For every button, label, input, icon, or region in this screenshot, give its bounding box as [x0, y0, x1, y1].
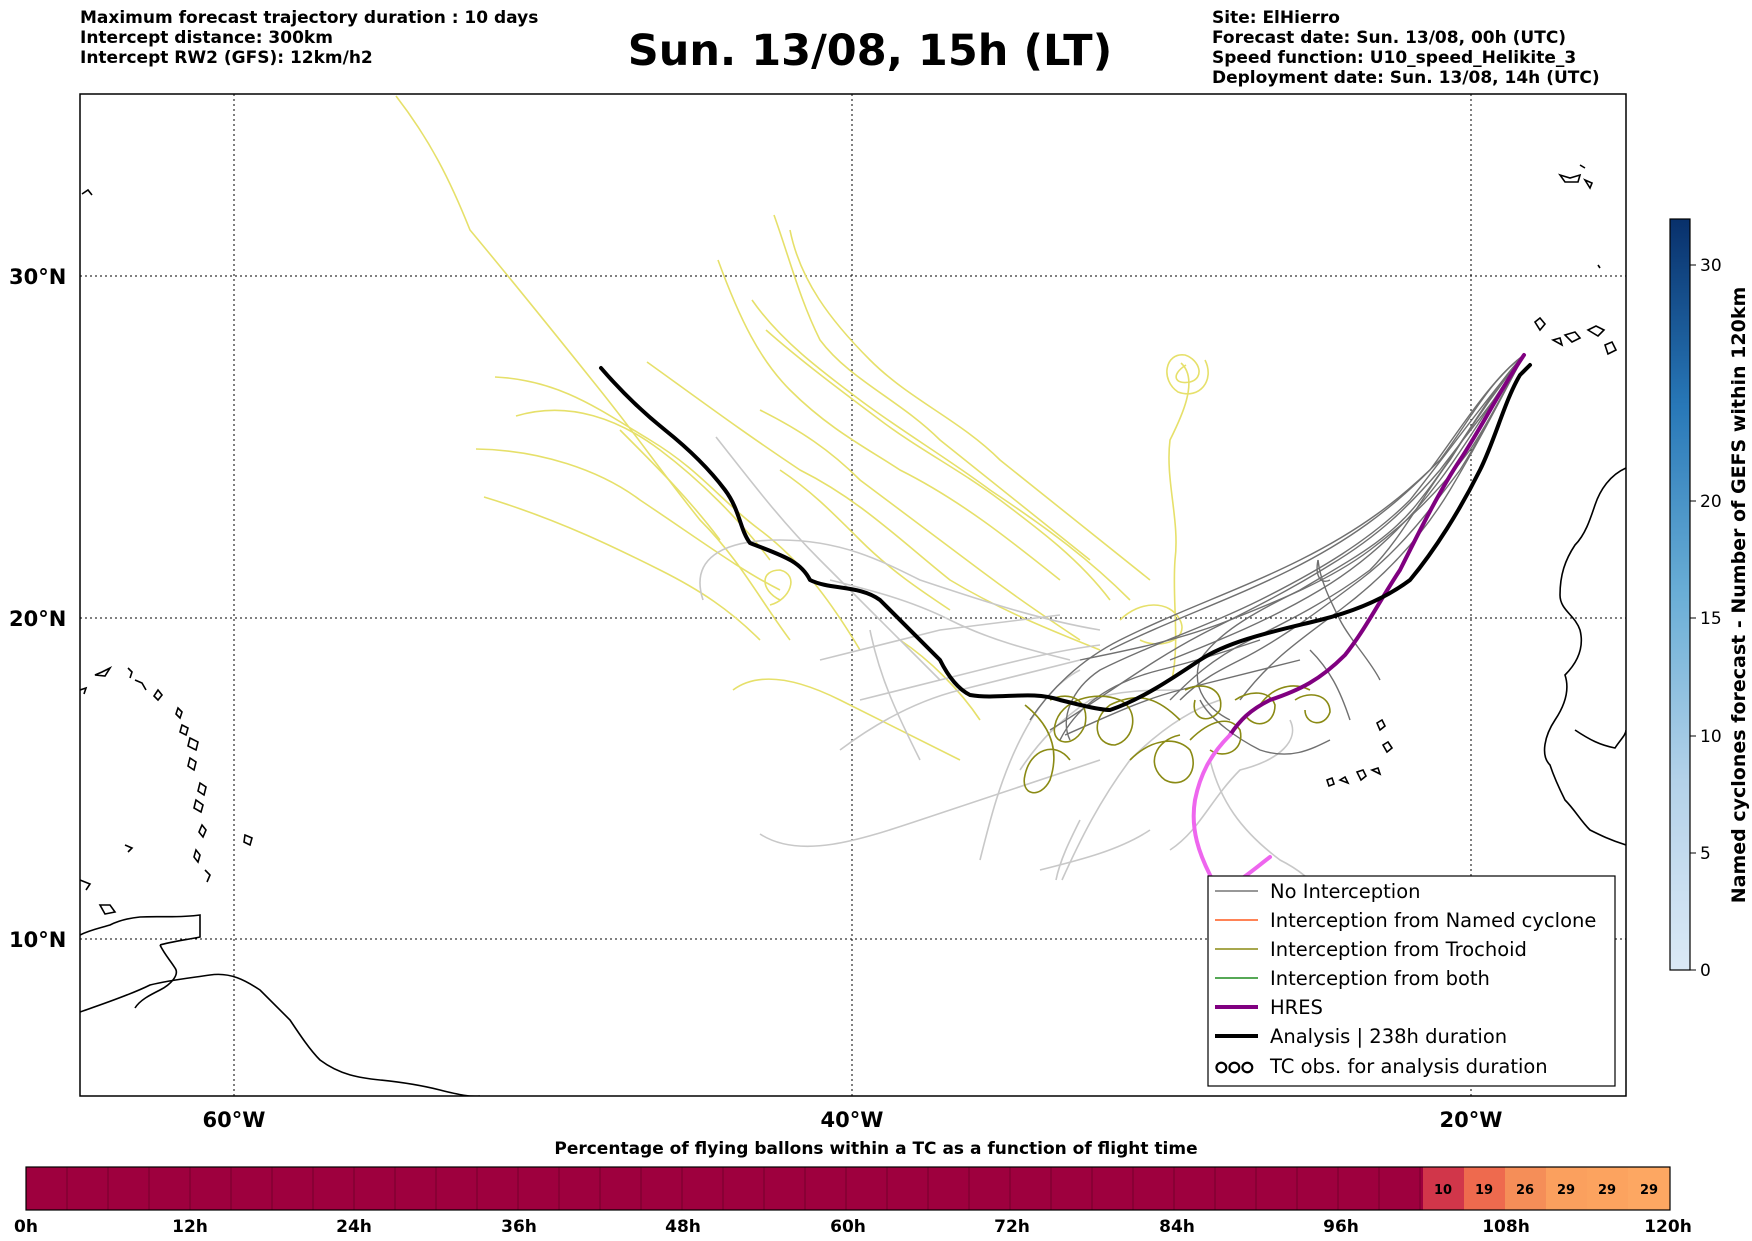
pct-tick-24h: 24h: [336, 1217, 372, 1237]
legend-label-trochoid: Interception from Trochoid: [1270, 938, 1527, 961]
pct-tick-36h: 36h: [501, 1217, 537, 1237]
pct-value-3: 26: [1516, 1183, 1534, 1198]
lat-label-30n: 30°N: [9, 265, 66, 289]
percentage-bar-caption: Percentage of flying ballons within a TC…: [554, 1139, 1198, 1159]
forecast-info: Site: ElHierro Forecast date: Sun. 13/08…: [1212, 8, 1600, 88]
page-title: Sun. 13/08, 15h (LT): [627, 26, 1113, 76]
analysis-track: [599, 363, 1532, 712]
intercept-rw2-text: Intercept RW2 (GFS): 12km/h2: [80, 48, 373, 68]
colorbar-tick-15: 15: [1700, 609, 1722, 629]
lat-label-20n: 20°N: [9, 607, 66, 631]
pct-tick-120h: 120h: [1644, 1217, 1692, 1237]
lon-label-20w: 20°W: [1440, 1108, 1503, 1132]
pct-tick-60h: 60h: [830, 1217, 866, 1237]
land-outlines: [80, 164, 1626, 1096]
pct-cell-1: [1423, 1167, 1464, 1210]
pct-cell-3: [1505, 1167, 1546, 1210]
lon-label-60w: 60°W: [203, 1108, 266, 1132]
pct-tick-84h: 84h: [1159, 1217, 1195, 1237]
trochoid-trajectories: [1023, 685, 1331, 794]
lon-label-40w: 40°W: [821, 1108, 884, 1132]
colorbar-tick-10: 10: [1700, 727, 1722, 747]
tc-percentage-bar: 10 19 26 29 29 29 0h 12h 24h 36h 48h 60h…: [14, 1166, 1692, 1237]
pct-value-6: 29: [1640, 1183, 1658, 1198]
intercept-distance-text: Intercept distance: 300km: [80, 28, 333, 48]
light-gray-trajectories: [699, 436, 1321, 891]
pct-tick-0h: 0h: [14, 1217, 38, 1237]
max-duration-text: Maximum forecast trajectory duration : 1…: [80, 8, 539, 28]
pct-tick-48h: 48h: [665, 1217, 701, 1237]
pct-value-2: 19: [1475, 1183, 1493, 1198]
pct-value-1: 10: [1434, 1183, 1452, 1198]
dark-gray-trajectories: [1029, 354, 1525, 755]
legend-label-analysis: Analysis | 238h duration: [1270, 1025, 1507, 1048]
colorbar-tick-30: 30: [1700, 256, 1722, 276]
map-border: [79, 93, 1627, 1097]
cyclone-colorbar: 0 5 10 15 20 30 Named cyclones forecast …: [1669, 218, 1750, 981]
lat-label-10n: 10°N: [9, 928, 66, 952]
colorbar-tick-5: 5: [1700, 844, 1711, 864]
pct-tick-96h: 96h: [1323, 1217, 1359, 1237]
legend-label-tc-obs: TC obs. for analysis duration: [1269, 1055, 1548, 1078]
legend-label-hres: HRES: [1270, 996, 1323, 1019]
pct-tick-108h: 108h: [1482, 1217, 1530, 1237]
legend-swatch-tc-obs: ഠഠഠ: [1214, 1055, 1254, 1078]
legend-label-both: Interception from both: [1270, 967, 1490, 990]
site-text: Site: ElHierro: [1212, 8, 1340, 28]
legend: No Interception Interception from Named …: [1207, 875, 1616, 1087]
legend-label-no-interception: No Interception: [1270, 880, 1421, 903]
pct-tick-72h: 72h: [994, 1217, 1030, 1237]
pct-cell-6: [1628, 1167, 1670, 1210]
speed-function-text: Speed function: U10_speed_Helikite_3: [1212, 48, 1577, 68]
colorbar-tick-20: 20: [1700, 492, 1722, 512]
pct-cell-5: [1587, 1167, 1628, 1210]
yellow-trajectories: [395, 95, 1209, 761]
forecast-date-text: Forecast date: Sun. 13/08, 00h (UTC): [1212, 28, 1567, 48]
pct-value-5: 29: [1598, 1183, 1616, 1198]
colorbar-tick-0: 0: [1700, 961, 1711, 981]
deployment-date-text: Deployment date: Sun. 13/08, 14h (UTC): [1212, 68, 1600, 88]
forecast-settings: Maximum forecast trajectory duration : 1…: [80, 8, 538, 68]
pct-tick-12h: 12h: [172, 1217, 208, 1237]
legend-label-named-cyclone: Interception from Named cyclone: [1270, 909, 1596, 932]
pct-value-4: 29: [1557, 1183, 1575, 1198]
colorbar-title: Named cyclones forecast - Number of GEFS…: [1728, 287, 1750, 904]
pct-cell-2: [1464, 1167, 1505, 1210]
pct-cell-4: [1546, 1167, 1587, 1210]
